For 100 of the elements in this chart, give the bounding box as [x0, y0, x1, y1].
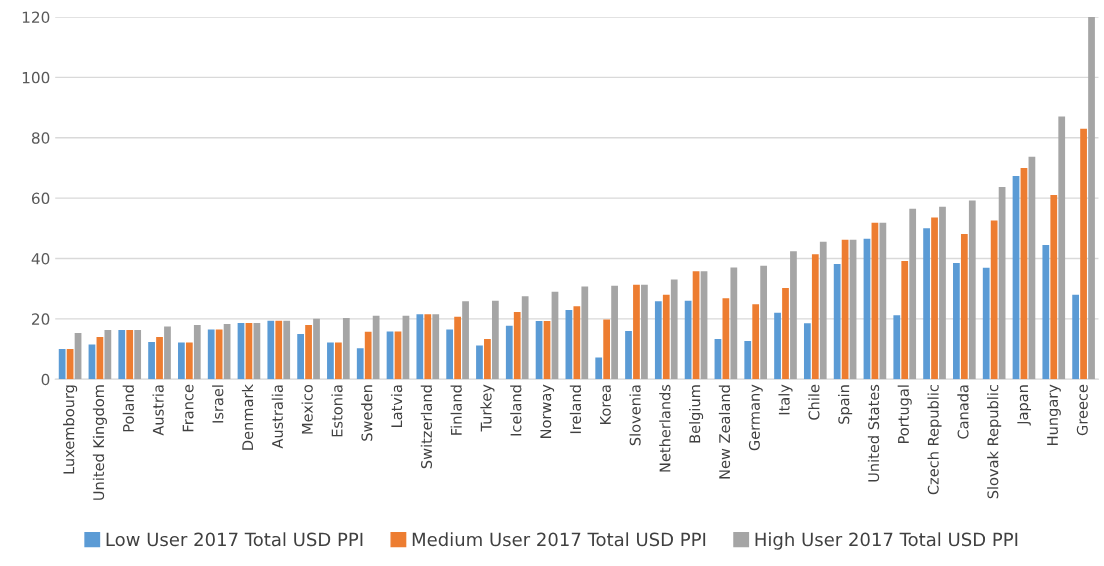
x-tick-label: Greece — [1076, 384, 1088, 436]
bar — [803, 323, 811, 380]
bar — [730, 267, 738, 380]
bar — [931, 217, 938, 380]
x-tick-label: Portugal — [897, 385, 912, 444]
bar — [484, 339, 491, 380]
bar — [193, 324, 201, 380]
bar — [164, 326, 171, 380]
x-tick-label: Estonia — [331, 385, 343, 437]
y-tick-label: 0 — [41, 373, 50, 386]
x-tick-label: Denmark — [241, 384, 254, 450]
y-tick-label: 40 — [31, 252, 50, 265]
bar — [774, 312, 781, 380]
y-tick-label: 100 — [22, 71, 50, 84]
bar — [505, 325, 513, 380]
bar — [633, 284, 640, 380]
bar — [372, 315, 380, 380]
bar — [819, 241, 827, 380]
x-tick-label: Belgium — [689, 385, 704, 443]
x-tick-label: Turkey — [480, 384, 495, 432]
bar — [297, 333, 304, 380]
bar — [118, 330, 126, 380]
y-tick-label: 120 — [22, 11, 50, 23]
bar — [185, 342, 193, 380]
bar — [662, 294, 670, 380]
bar — [156, 336, 163, 380]
bar — [267, 320, 275, 380]
x-tick-label: Japan — [1017, 385, 1032, 426]
x-tick-label: France — [182, 384, 194, 432]
x-tick-label: Germany — [748, 384, 763, 451]
bar — [207, 329, 215, 380]
x-tick-label: Chile — [808, 384, 820, 420]
bar — [641, 284, 648, 380]
bar — [901, 260, 909, 380]
x-tick-label: Hungary — [1047, 384, 1061, 445]
bar — [491, 300, 499, 380]
bar — [1058, 116, 1066, 380]
x-tick-label: Luxembourg — [63, 385, 78, 474]
bar — [521, 296, 529, 380]
bar — [625, 330, 632, 380]
bar — [684, 300, 692, 380]
bar — [744, 340, 752, 380]
x-tick-label: United Kingdom — [92, 385, 107, 500]
bar — [342, 317, 350, 380]
bar — [148, 342, 155, 380]
bar — [416, 314, 424, 380]
bar — [654, 301, 662, 380]
x-tick-label: Canada — [957, 385, 969, 439]
bar — [335, 342, 342, 380]
bar — [134, 330, 142, 380]
bar — [356, 348, 364, 380]
bar — [424, 314, 432, 380]
legend-label: Low User 2017 Total USD PPI — [106, 532, 363, 547]
bar — [126, 330, 134, 380]
x-tick-label: Czech Republic — [927, 384, 942, 495]
x-tick-label: Spain — [838, 385, 853, 424]
bar — [313, 318, 320, 380]
bar — [215, 329, 223, 380]
x-tick-label: Finland — [450, 385, 462, 435]
bar — [968, 200, 976, 380]
bar — [462, 301, 469, 380]
x-tick-label: Norway — [540, 384, 555, 438]
y-tick-label: 80 — [31, 132, 50, 144]
x-tick-label: Australia — [271, 385, 283, 449]
x-tick-label: Israel — [212, 385, 224, 423]
bar — [833, 263, 841, 380]
bar — [581, 286, 589, 380]
bar — [603, 319, 611, 380]
x-tick-label: Latvia — [390, 385, 403, 428]
bar — [811, 254, 819, 380]
bar — [573, 306, 581, 380]
bar — [446, 329, 454, 380]
legend-label: Medium User 2017 Total USD PPI — [412, 532, 706, 547]
bar — [305, 324, 312, 380]
x-tick-label: Slovenia — [629, 385, 641, 446]
bar — [782, 288, 789, 380]
x-tick-label: Switzerland — [420, 385, 433, 469]
x-tick-label: Austria — [152, 385, 164, 436]
bar — [1042, 244, 1050, 380]
bar — [1088, 16, 1095, 380]
bar — [454, 316, 461, 380]
bar — [611, 285, 618, 380]
bar — [939, 206, 946, 380]
bar — [960, 234, 968, 380]
x-tick-label: Korea — [600, 385, 611, 424]
bar — [670, 279, 678, 380]
x-tick-label: New Zealand — [718, 385, 731, 479]
bar — [432, 314, 440, 380]
bar — [953, 263, 960, 380]
bar — [990, 220, 998, 380]
bar — [364, 331, 372, 380]
bar — [275, 320, 283, 380]
y-tick-label: 20 — [32, 313, 50, 325]
y-tick-label: 60 — [31, 192, 50, 205]
bar — [893, 315, 901, 380]
bar — [476, 345, 483, 380]
bar — [790, 251, 797, 380]
bar — [513, 311, 521, 380]
bar — [909, 208, 917, 380]
x-tick-label: Ireland — [569, 385, 582, 434]
